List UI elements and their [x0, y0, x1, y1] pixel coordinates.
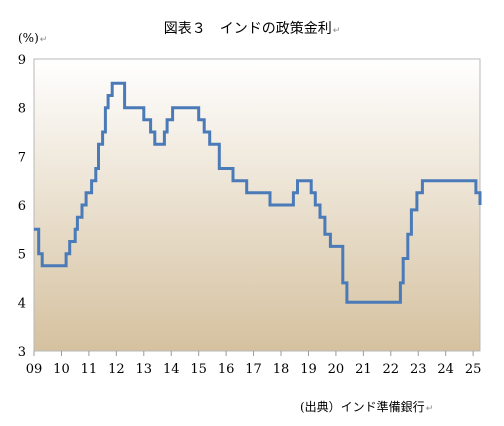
y-tick-label: 4 — [18, 296, 26, 311]
x-tick-label: 09 — [26, 362, 43, 377]
x-tick-label: 22 — [383, 362, 400, 377]
y-tick-label: 7 — [18, 150, 26, 165]
x-tick-label: 17 — [245, 362, 262, 377]
x-tick-label: 12 — [108, 362, 125, 377]
y-axis-ticks: 3 4 5 6 7 8 9 — [18, 53, 26, 360]
return-mark: ↵ — [332, 26, 341, 36]
return-mark: ↵ — [425, 404, 434, 414]
return-mark: ↵ — [39, 35, 48, 45]
y-tick-label: 5 — [18, 248, 26, 263]
y-tick-label: 8 — [18, 102, 26, 117]
y-tick-label: 3 — [18, 345, 26, 360]
x-tick-label: 18 — [273, 362, 290, 377]
plot-area — [33, 58, 481, 352]
policy-rate-line — [34, 81, 482, 304]
y-tick-label: 6 — [18, 199, 26, 214]
x-axis-ticks: 09 10 11 12 13 14 15 16 17 18 19 20 21 22 23 24 25 — [26, 351, 482, 377]
x-tick-label: 19 — [300, 362, 317, 377]
x-tick-label: 10 — [53, 362, 70, 377]
x-tick-label: 13 — [136, 362, 153, 377]
chart-title: 図表３ インドの政策金利↵ — [163, 21, 341, 37]
x-tick-label: 23 — [410, 362, 427, 377]
y-tick-label: 9 — [18, 53, 26, 68]
x-tick-label: 15 — [190, 362, 207, 377]
x-tick-label: 20 — [328, 362, 345, 377]
y-axis-unit-label: (%)↵ — [18, 31, 48, 45]
x-tick-label: 21 — [355, 362, 372, 377]
source-note: (出典）インド準備銀行↵ — [300, 400, 434, 414]
x-tick-label: 16 — [218, 362, 235, 377]
x-tick-label: 24 — [437, 362, 454, 377]
x-tick-label: 25 — [465, 362, 482, 377]
x-tick-label: 11 — [81, 362, 98, 377]
x-tick-label: 14 — [163, 362, 180, 377]
